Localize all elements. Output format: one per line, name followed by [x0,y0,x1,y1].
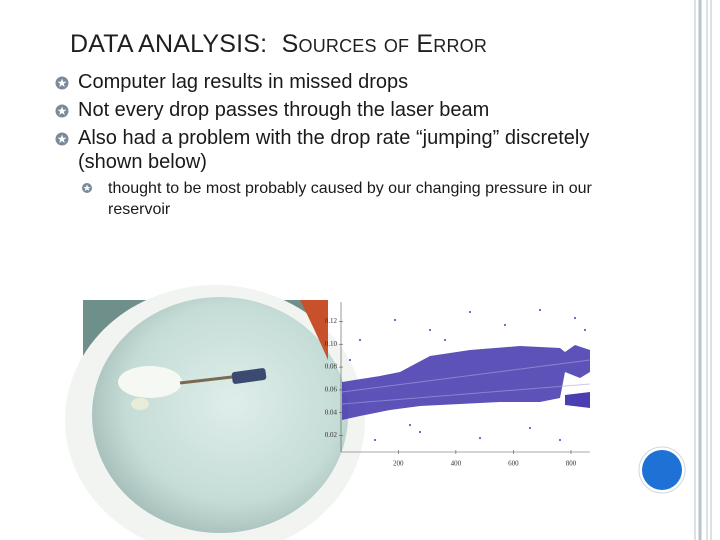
bullet-icon [55,76,69,90]
title-lead: DATA ANALYSIS: [70,30,268,58]
scatter-image [340,302,591,453]
bullet-icon [55,132,69,146]
bullet: Computer lag results in missed drops [0,70,640,94]
y-tick-label: 0.02 [325,431,338,439]
bullet-text: Also had a problem with the drop rate “j… [78,127,590,173]
bullet-icon [55,104,69,118]
slide-border [694,0,712,540]
y-tick-label: 0.10 [325,340,338,348]
y-tick-label: 0.04 [325,408,338,416]
x-tick-label: 600 [508,460,519,468]
sub-bullet-text: thought to be most probably caused by ou… [108,180,592,218]
sub-bullet-icon [82,183,92,193]
x-tick-label: 400 [451,460,462,468]
bullet: Not every drop passes through the laser … [0,98,640,122]
bullet-text: Not every drop passes through the laser … [78,99,490,121]
y-tick-label: 0.12 [325,317,338,325]
slide-badge [638,446,686,494]
y-tick-label: 0.08 [325,363,338,371]
reservoir-photo [65,285,365,540]
bullet-list: Computer lag results in missed drops Not… [0,70,640,224]
slide-title: DATA ANALYSIS: Sources of Error [70,30,487,59]
title-trail: Sources of Error [281,30,488,58]
y-tick-label: 0.06 [325,386,338,394]
bullet: Also had a problem with the drop rate “j… [0,126,640,220]
bullet-text: Computer lag results in missed drops [78,71,409,93]
sub-list: thought to be most probably caused by ou… [78,178,640,220]
x-tick-label: 800 [566,460,577,468]
x-tick-label: 200 [393,460,404,468]
sub-bullet: thought to be most probably caused by ou… [79,178,640,220]
